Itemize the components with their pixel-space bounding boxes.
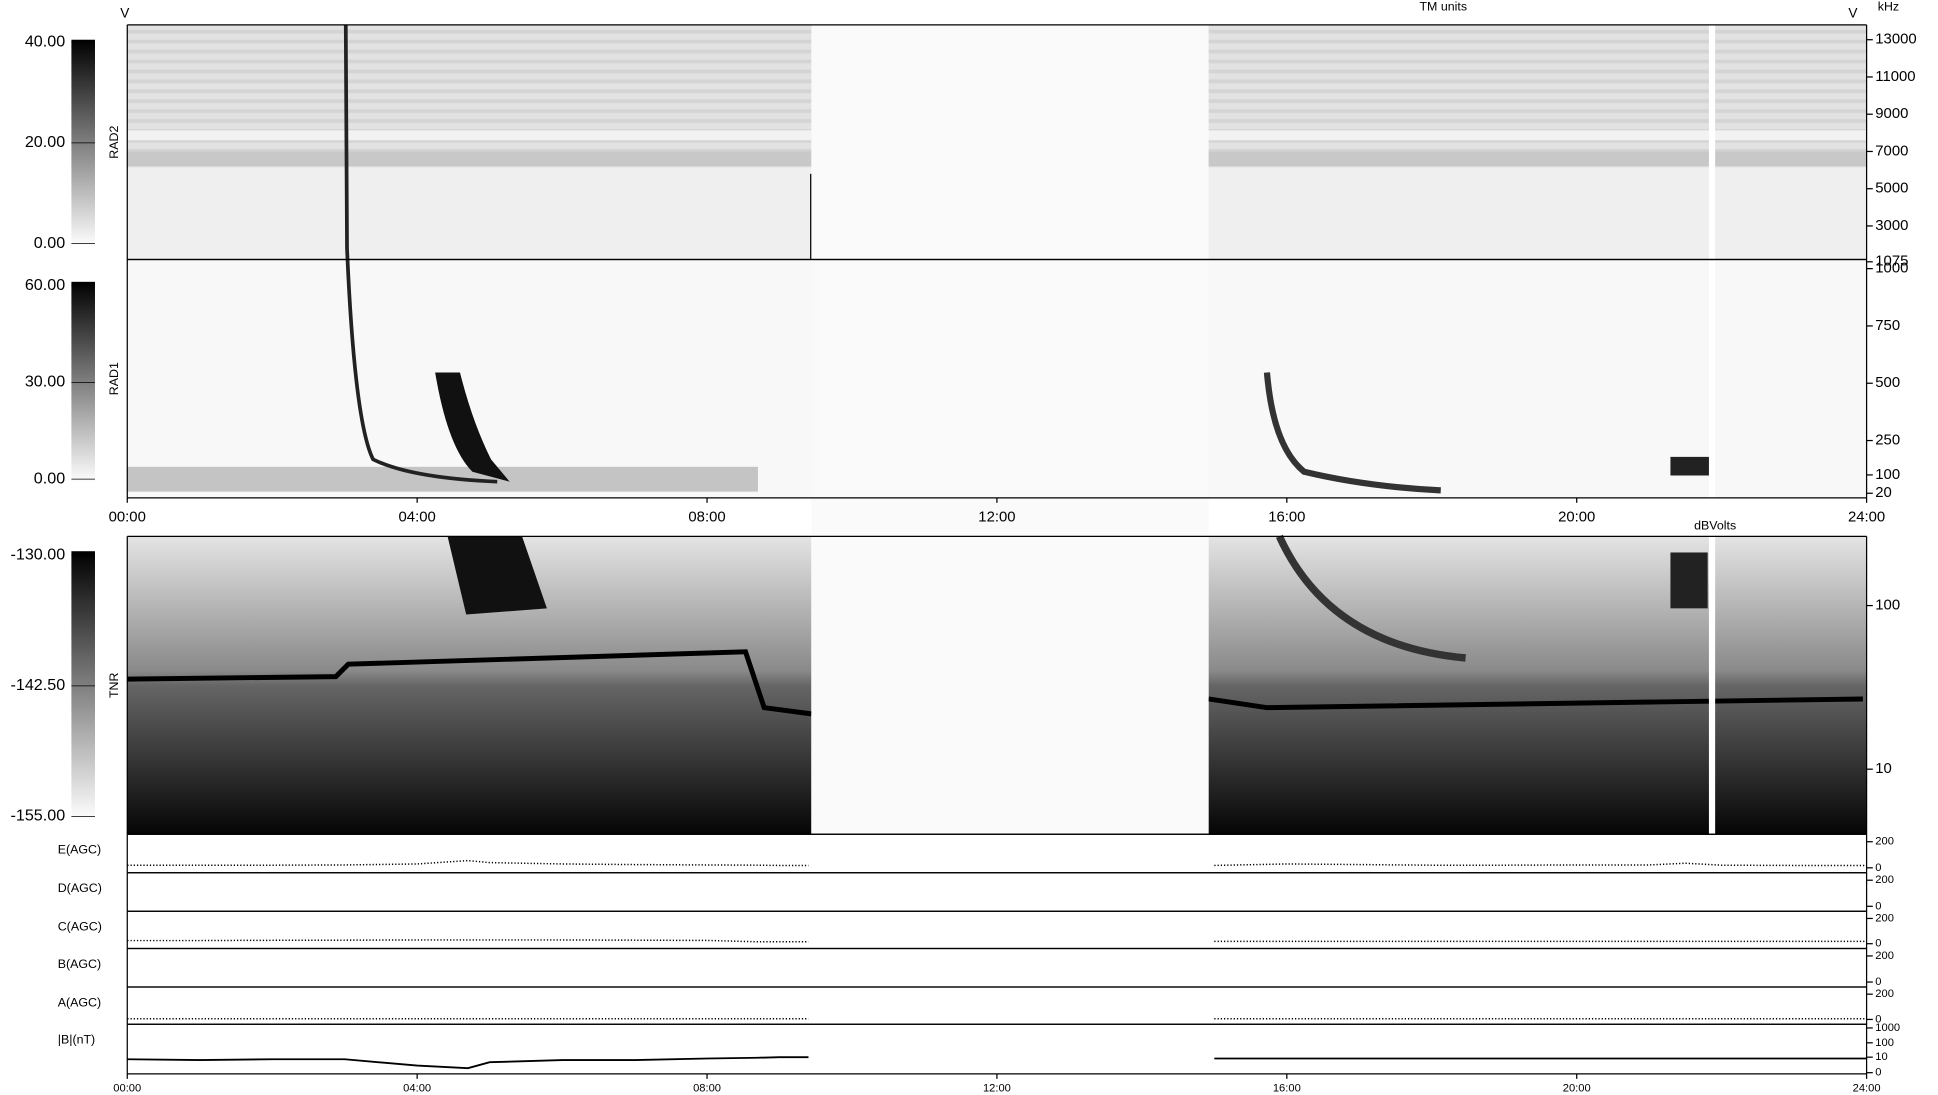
colorbar-tick-label: -142.50 (10, 676, 65, 694)
y-tick-label: 11000 (1875, 69, 1915, 85)
series-line (127, 859, 1867, 867)
y-tick-label: 13000 (1875, 32, 1916, 48)
y-tick-label: 200 (1875, 836, 1894, 848)
x-tick-label: 08:00 (688, 510, 725, 526)
colorbar-tick-label: 60.00 (25, 276, 65, 294)
panel-label: RAD1 (107, 362, 121, 395)
y-tick-label: 10 (1875, 761, 1892, 777)
y-tick-label: 10 (1875, 1051, 1887, 1063)
y-tick-label: 0 (1875, 900, 1881, 912)
series-line (127, 1056, 1867, 1070)
y-tick-label: 200 (1875, 912, 1894, 924)
y-tick-label: 0 (1875, 938, 1881, 950)
y-tick-label: 5000 (1875, 181, 1908, 197)
colorbar-units: dBVolts (1694, 519, 1736, 533)
colorbar-tick-label: -155.00 (10, 807, 65, 825)
x-tick-label: 12:00 (978, 510, 1015, 526)
colorbar-tick-label: 40.00 (25, 33, 65, 51)
spectrogram-imagery (127, 24, 1867, 835)
x-tick-label: 00:00 (109, 510, 146, 526)
y-tick-label: 0 (1875, 862, 1881, 874)
x-tick-label: 08:00 (693, 1083, 721, 1095)
y-tick-label: 0 (1875, 1013, 1881, 1025)
panel-label: C(AGC) (58, 920, 102, 934)
y-tick-label: 750 (1875, 318, 1900, 334)
y-tick-label: 200 (1875, 874, 1894, 886)
colorbar-tick-label: 0.00 (34, 469, 65, 487)
panel-label: RAD2 (107, 126, 121, 159)
y-tick-label: 100 (1875, 467, 1900, 483)
panel-label: |B|(nT) (58, 1033, 95, 1047)
y-tick-label: 1000 (1875, 261, 1908, 277)
y-tick-label: 100 (1875, 1037, 1894, 1049)
x-tick-label: 16:00 (1268, 510, 1305, 526)
right-marker: V (1848, 5, 1858, 20)
y-tick-label: 250 (1875, 432, 1900, 448)
y-tick-label: 0 (1875, 1067, 1881, 1079)
y-tick-label: 1000 (1875, 1022, 1900, 1034)
panel-label: D(AGC) (58, 881, 102, 895)
panel-label: A(AGC) (58, 995, 101, 1009)
colorbar (71, 39, 95, 248)
panel-label: B(AGC) (58, 957, 101, 971)
panel-label: E(AGC) (58, 843, 101, 857)
series-line (127, 939, 1867, 943)
colorbar-tick-label: 20.00 (25, 133, 65, 151)
colorbar-tick-label: 30.00 (25, 373, 65, 391)
y-tick-label: 200 (1875, 950, 1894, 962)
x-tick-label: 04:00 (403, 1083, 431, 1095)
panel-label: TNR (107, 673, 121, 699)
y-tick-label: 500 (1875, 375, 1900, 391)
x-tick-label: 20:00 (1563, 1083, 1591, 1095)
y-tick-label: 100 (1875, 598, 1900, 614)
x-tick-label: 24:00 (1848, 510, 1885, 526)
left-marker: V (120, 5, 130, 20)
x-tick-label: 16:00 (1273, 1083, 1301, 1095)
units-label: TM units (1419, 0, 1467, 14)
freq-units: kHz (1878, 0, 1899, 14)
x-tick-label: 12:00 (983, 1083, 1011, 1095)
colorbar-tick-label: 0.00 (34, 234, 65, 252)
colorbar-tick-label: -130.00 (10, 546, 65, 564)
x-tick-label: 24:00 (1853, 1083, 1881, 1095)
y-tick-label: 20 (1875, 485, 1892, 501)
y-tick-label: 200 (1875, 988, 1894, 1000)
x-tick-label: 20:00 (1558, 510, 1595, 526)
y-tick-label: 7000 (1875, 143, 1908, 159)
x-tick-label: 04:00 (399, 510, 436, 526)
y-tick-label: 0 (1875, 976, 1881, 988)
x-tick-label: 00:00 (113, 1083, 141, 1095)
y-tick-label: 9000 (1875, 106, 1908, 122)
y-tick-label: 1075 (1875, 254, 1908, 270)
y-tick-label: 3000 (1875, 218, 1908, 234)
